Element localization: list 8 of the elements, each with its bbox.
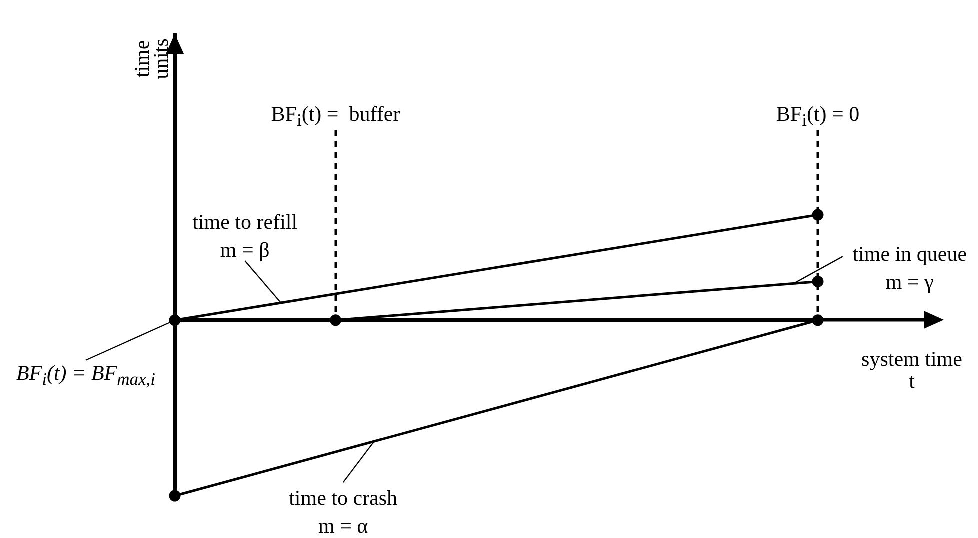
series-label: time to refill m = β xyxy=(192,208,298,264)
text: time units xyxy=(130,38,173,80)
text: BF$_{i}$(t) = buffer xyxy=(271,100,400,132)
x-axis-title: system time t xyxy=(862,347,962,394)
series-label: time to crash m = α xyxy=(289,484,398,538)
text: BF$_{i}$(t) = BF$_{max,i}$ xyxy=(16,360,156,392)
legend-label: time in queue m = γ xyxy=(852,240,968,296)
text: BF$_{i}$(t) = 0 xyxy=(776,100,860,132)
